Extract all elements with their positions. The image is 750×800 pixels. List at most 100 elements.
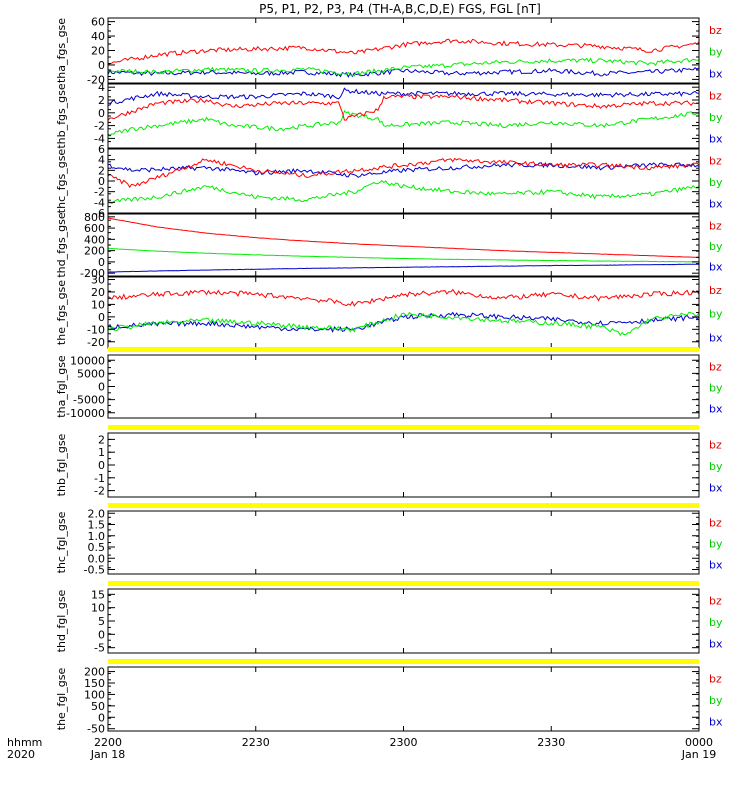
y-tick-label: 2: [98, 433, 105, 446]
y-tick-label: 2.0: [88, 507, 106, 520]
panel-frame: [107, 666, 700, 732]
y-tick-label: 0: [98, 256, 105, 269]
legend-bz: bz: [709, 155, 722, 168]
y-tick-label: 0: [98, 107, 105, 120]
legend-bx: bx: [709, 67, 723, 80]
y-tick-label: -10: [87, 323, 105, 336]
no-data-bar: [108, 347, 699, 352]
y-tick-label: 200: [84, 666, 105, 679]
legend-bx: bx: [709, 331, 723, 344]
legend-bx: bx: [709, 481, 723, 494]
series-line-bx: [107, 161, 700, 178]
y-tick-label: 200: [84, 245, 105, 258]
y-axis-label: thb_fgl_gse: [55, 433, 68, 496]
y-tick-label: 10: [91, 298, 105, 311]
x-tick-label: 2300: [390, 736, 418, 749]
y-tick-label: 0: [98, 381, 105, 394]
legend-bx: bx: [709, 261, 723, 274]
y-axis-label: thc_fgl_gse: [55, 511, 68, 573]
panel-thb_fgl_gse: 210-1-2 thb_fgl_gse bz by bx: [55, 425, 723, 498]
legend-bz: bz: [709, 595, 722, 608]
x-tick-label: 2230: [242, 736, 270, 749]
legend-by: by: [709, 240, 723, 253]
y-tick-label: -4: [94, 132, 105, 145]
no-data-bar: [108, 503, 699, 508]
panel-frame: [107, 354, 700, 419]
series-line-by: [107, 57, 700, 77]
y-tick-label: -20: [87, 73, 105, 86]
series-line-by: [107, 247, 699, 263]
y-tick-label: 1: [98, 446, 105, 459]
series-line-bx: [107, 87, 700, 106]
x-tick-label: 2330: [537, 736, 565, 749]
legend-bx: bx: [709, 132, 723, 145]
y-tick-label: 0.5: [88, 541, 106, 554]
y-tick-label: 5000: [77, 367, 105, 380]
legend-bz: bz: [709, 284, 722, 297]
y-tick-label: 0: [98, 711, 105, 724]
y-tick-label: 15: [91, 588, 105, 601]
y-tick-label: -10000: [66, 407, 105, 420]
series-line-bz: [107, 288, 700, 307]
y-axis-label: tha_fgl_gse: [55, 355, 68, 418]
no-data-bar: [108, 659, 699, 664]
y-tick-label: 2: [98, 164, 105, 177]
y-tick-label: 0: [98, 311, 105, 324]
legend-bx: bx: [709, 715, 723, 728]
y-tick-label: 30: [91, 273, 105, 286]
legend-by: by: [709, 538, 723, 551]
panel-thb_fgs_gse: 420-2-4 thb_fgs_gse bz by bx: [55, 81, 723, 148]
legend-bx: bx: [709, 403, 723, 416]
y-tick-label: 800: [84, 211, 105, 224]
x-tick-label: 2200: [94, 736, 122, 749]
legend-by: by: [709, 694, 723, 707]
year-row-label: 2020: [7, 748, 35, 761]
y-tick-label: 600: [84, 222, 105, 235]
y-tick-label: 20: [91, 45, 105, 58]
series-line-bx: [107, 311, 700, 333]
legend-by: by: [709, 382, 723, 395]
y-tick-label: -2: [94, 120, 105, 133]
y-axis-label: tha_fgs_gse: [55, 18, 68, 83]
no-data-bar: [108, 581, 699, 586]
legend-bz: bz: [709, 90, 722, 103]
panel-thc_fgl_gse: 2.01.51.00.50.0-0.5 thc_fgl_gse bz by bx: [55, 503, 723, 577]
y-tick-label: 60: [91, 16, 105, 29]
series-line-bx: [107, 263, 700, 273]
y-axis-label: thc_fgs_gse: [55, 149, 68, 214]
series-line-bz: [107, 38, 700, 66]
legend-bz: bz: [709, 439, 722, 452]
legend-bz: bz: [709, 673, 722, 686]
series-line-by: [107, 311, 700, 337]
y-tick-label: -1: [94, 472, 105, 485]
no-data-bar: [108, 425, 699, 430]
series-line-by: [107, 109, 700, 137]
x-tick-sublabel: Jan 18: [90, 748, 125, 761]
panel-frame: [107, 432, 700, 498]
y-axis-label: thd_fgl_gse: [55, 589, 68, 652]
y-tick-label: -5: [94, 642, 105, 655]
series-line-bz: [107, 93, 700, 121]
y-tick-label: -20: [87, 336, 105, 349]
y-tick-label: 1.0: [88, 530, 106, 543]
y-tick-label: 2: [98, 94, 105, 107]
y-tick-label: 0.0: [88, 552, 106, 565]
x-tick-sublabel: Jan 19: [681, 748, 716, 761]
y-tick-label: -5000: [73, 394, 105, 407]
y-tick-label: 10: [91, 602, 105, 615]
y-tick-label: 5: [98, 615, 105, 628]
y-tick-label: -6: [94, 207, 105, 220]
series-line-bz: [107, 157, 700, 189]
legend-bz: bz: [709, 517, 722, 530]
legend-by: by: [709, 308, 723, 321]
y-tick-label: -2: [94, 186, 105, 199]
legend-bz: bz: [709, 24, 722, 37]
y-tick-label: -2: [94, 485, 105, 498]
y-tick-label: 0: [98, 628, 105, 641]
x-tick-label: 0000: [685, 736, 713, 749]
y-tick-label: 6: [98, 143, 105, 156]
